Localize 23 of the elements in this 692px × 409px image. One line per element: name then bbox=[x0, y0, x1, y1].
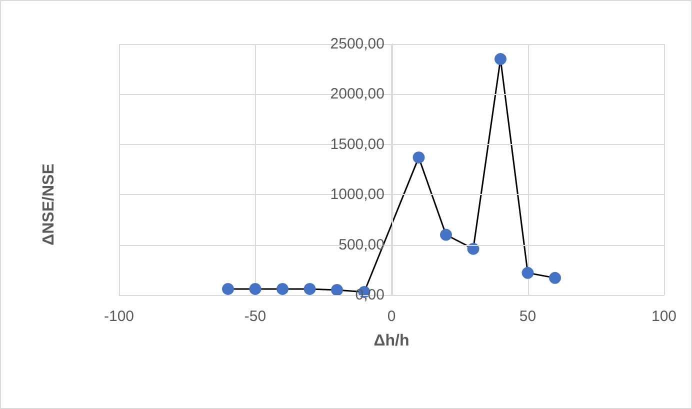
point bbox=[222, 282, 234, 295]
point bbox=[412, 151, 425, 164]
x-tick-label: 100 bbox=[651, 308, 677, 325]
point bbox=[249, 282, 262, 295]
x-tick-label: 0 bbox=[387, 308, 396, 325]
y-tick-label: 500,00 bbox=[338, 236, 384, 254]
x-tick-label: -100 bbox=[104, 308, 134, 325]
y-tick-label: 2000,00 bbox=[330, 86, 384, 103]
point bbox=[304, 282, 316, 295]
x-axis-title: Δh/h bbox=[374, 332, 410, 350]
point bbox=[549, 272, 561, 284]
y-axis-title: ΔNSE/NSE bbox=[40, 163, 58, 246]
y-tick-label: 1000,00 bbox=[330, 186, 384, 204]
y-tick-label: 0,00 bbox=[355, 286, 384, 304]
point bbox=[440, 228, 452, 241]
x-tick-label: 50 bbox=[519, 308, 536, 325]
y-tick-label: 2500,00 bbox=[330, 36, 384, 52]
y-tick-label: 1500,00 bbox=[330, 136, 384, 153]
point bbox=[331, 284, 343, 296]
point bbox=[276, 282, 288, 295]
x-tick-label: -50 bbox=[244, 308, 266, 325]
point bbox=[522, 266, 534, 279]
point bbox=[494, 53, 506, 66]
